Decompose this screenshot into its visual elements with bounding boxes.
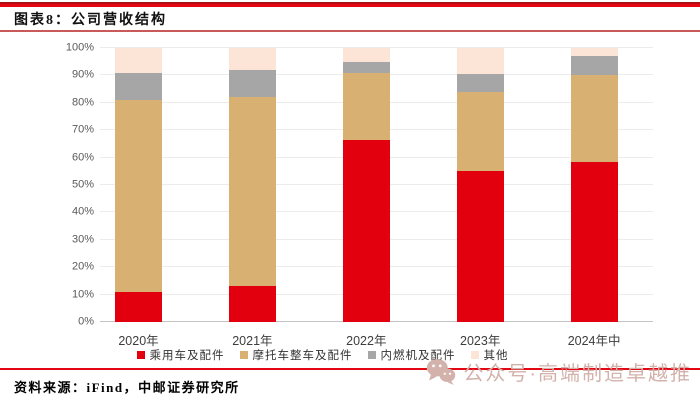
stacked-bar — [228, 48, 276, 322]
bar-segment — [570, 48, 618, 57]
legend-swatch-icon — [367, 351, 376, 359]
y-axis-tick: 90% — [71, 68, 94, 81]
legend: 乘用车及配件 摩托车整车及配件 内燃机及配件 其他 — [0, 347, 645, 363]
bar-segment — [228, 97, 276, 287]
bar-segment — [228, 69, 276, 98]
bar-segment — [456, 74, 504, 92]
bar-segment — [115, 100, 162, 292]
stacked-bar — [456, 48, 504, 322]
x-axis-label: 2021年 — [232, 334, 273, 348]
wechat-icon — [426, 358, 456, 385]
y-axis-tick: 100% — [65, 41, 94, 54]
legend-item: 其他 — [470, 347, 509, 363]
x-axis-label: 2020年 — [118, 334, 159, 348]
legend-item: 乘用车及配件 — [136, 347, 225, 363]
gridline — [100, 47, 653, 48]
bar-segment — [456, 91, 504, 172]
bar-segment — [570, 56, 618, 76]
legend-label: 摩托车整车及配件 — [252, 350, 353, 362]
watermark-text: 公众号·高端制造卓越推 — [463, 362, 692, 385]
x-axis-label: 2023年 — [460, 334, 501, 348]
bar-segment — [570, 161, 618, 322]
plot-area: 2020年 2021年 2022年 2023年 2024年中 — [100, 47, 653, 348]
stacked-bar — [342, 48, 390, 322]
bar-segment — [456, 48, 504, 75]
y-axis-tick: 60% — [71, 151, 94, 164]
bar-segment — [115, 291, 162, 322]
bar-segment — [570, 75, 618, 162]
stacked-bar — [570, 48, 618, 322]
bar-segment — [228, 286, 276, 322]
legend-swatch-icon — [136, 351, 145, 359]
bar-segment — [115, 72, 162, 101]
watermark: 公众号·高端制造卓越推 — [426, 355, 692, 387]
y-axis-tick: 40% — [71, 205, 94, 218]
bar-segment — [342, 139, 390, 322]
footer-rule — [0, 368, 700, 370]
page-title: 图表8：公司营收结构 — [14, 13, 167, 28]
y-axis-tick: 50% — [71, 178, 94, 191]
y-axis-tick: 80% — [71, 96, 94, 109]
legend-label: 乘用车及配件 — [149, 350, 225, 362]
y-axis-tick: 10% — [71, 288, 94, 301]
bar-segment — [342, 61, 390, 73]
header-bottom-rule — [0, 30, 700, 32]
x-axis-label: 2022年 — [346, 334, 387, 348]
bar-segment — [456, 171, 504, 322]
y-axis-tick: 0% — [78, 315, 94, 328]
y-axis-tick: 30% — [71, 233, 94, 246]
bar-segment — [342, 48, 390, 62]
y-axis-tick: 70% — [71, 123, 94, 136]
stacked-bar — [115, 48, 162, 322]
legend-item: 摩托车整车及配件 — [239, 347, 353, 363]
x-axis-label: 2024年中 — [567, 334, 621, 348]
legend-swatch-icon — [239, 351, 248, 359]
bar-segment — [342, 72, 390, 140]
source-note: 资料来源：iFind，中邮证券研究所 — [14, 380, 240, 395]
bar-segment — [115, 48, 162, 73]
bar-segment — [228, 48, 276, 70]
y-axis-tick: 20% — [71, 260, 94, 273]
legend-swatch-icon — [470, 351, 479, 359]
y-axis: 0% 10% 20% 30% 40% 50% 60% 70% 80% 90% 100% — [30, 42, 94, 327]
legend-label: 其他 — [483, 350, 509, 362]
header-top-rule — [0, 2, 700, 7]
